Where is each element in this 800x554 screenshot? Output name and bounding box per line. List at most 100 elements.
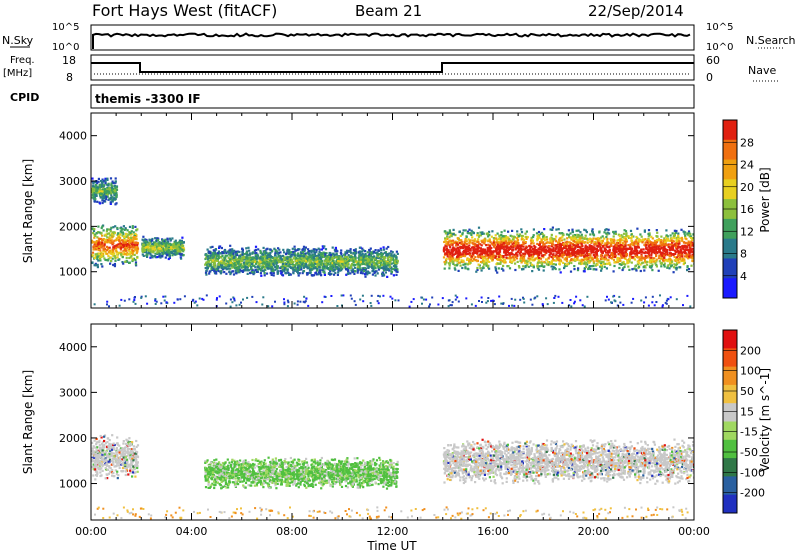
data-cell [358,264,362,267]
data-cell [281,261,284,264]
data-cell [180,241,183,244]
data-cell [690,264,693,267]
data-cell [104,177,107,180]
data-cell [557,228,560,231]
data-cell [114,177,117,180]
data-cell [204,263,207,266]
data-cell [331,269,334,272]
data-cell [99,183,102,186]
data-cell [614,230,617,233]
data-cell [151,250,154,253]
data-cell [167,245,171,249]
data-cell [595,256,599,260]
data-cell [554,250,557,253]
data-cell [537,230,541,234]
data-cell [605,251,608,254]
data-cell [536,263,539,266]
data-cell [106,239,109,242]
data-cell [311,249,314,252]
data-cell [546,238,549,241]
data-cell [122,240,125,243]
data-cell [260,268,263,271]
data-cell [113,262,116,266]
data-cell [152,251,155,254]
data-cell [263,266,266,269]
data-cell [320,274,323,277]
data-cell [329,263,332,266]
data-cell [323,265,326,268]
data-cell [531,258,534,261]
data-cell [223,256,226,260]
data-cell [551,268,554,271]
data-cell [637,238,641,241]
data-cell [561,239,564,242]
data-cell [340,269,343,272]
data-cell [243,253,246,256]
data-cell [246,262,249,265]
data-cell [309,266,312,269]
data-cell [661,257,665,261]
data-cell [357,262,360,265]
data-cell [509,260,512,263]
data-cell [639,263,642,266]
nave-label: Nave [748,64,776,77]
data-cell [155,245,158,248]
data-cell [352,258,355,261]
data-cell [172,245,175,248]
data-cell [650,254,653,257]
data-cell [149,253,152,256]
data-cell [452,228,455,231]
data-cell [568,235,571,239]
data-cell [344,253,347,256]
data-cell [167,244,170,247]
data-cell [118,258,121,261]
data-cell [205,270,208,273]
data-cell [525,230,528,233]
data-cell [348,255,351,258]
data-cell [270,259,273,263]
data-cell [522,238,526,241]
data-cell [324,256,328,260]
data-cell [298,272,301,275]
data-cell [116,256,119,259]
data-cell [207,260,210,263]
data-cell [166,238,169,241]
data-cell [365,257,368,260]
data-cell [158,255,161,258]
data-cell [655,229,658,232]
data-cell [572,248,575,252]
data-cell [125,243,128,247]
data-cell [232,273,236,276]
data-cell [621,239,624,242]
data-cell [117,234,120,237]
data-cell [571,259,574,262]
data-cell [396,252,399,255]
data-cell [381,272,384,275]
data-cell [110,183,113,186]
data-cell [583,261,586,264]
data-cell [285,256,288,259]
data-cell [307,248,310,251]
data-cell [610,242,613,245]
data-cell [534,249,537,252]
data-cell [484,251,487,254]
data-cell [101,181,104,184]
data-cell [260,255,263,258]
data-cell [452,239,455,242]
data-cell [523,241,526,244]
data-cell [123,237,126,240]
data-cell [329,253,332,256]
data-cell [666,260,669,263]
data-cell [120,242,123,245]
data-cell [606,239,609,242]
data-cell [101,234,104,237]
data-cell [95,194,98,197]
data-cell [174,249,177,252]
data-cell [213,265,216,268]
data-cell [222,265,225,268]
data-cell [368,258,371,262]
data-cell [158,241,161,244]
data-cell [566,248,569,251]
data-cell [565,256,569,259]
data-cell [514,268,517,272]
